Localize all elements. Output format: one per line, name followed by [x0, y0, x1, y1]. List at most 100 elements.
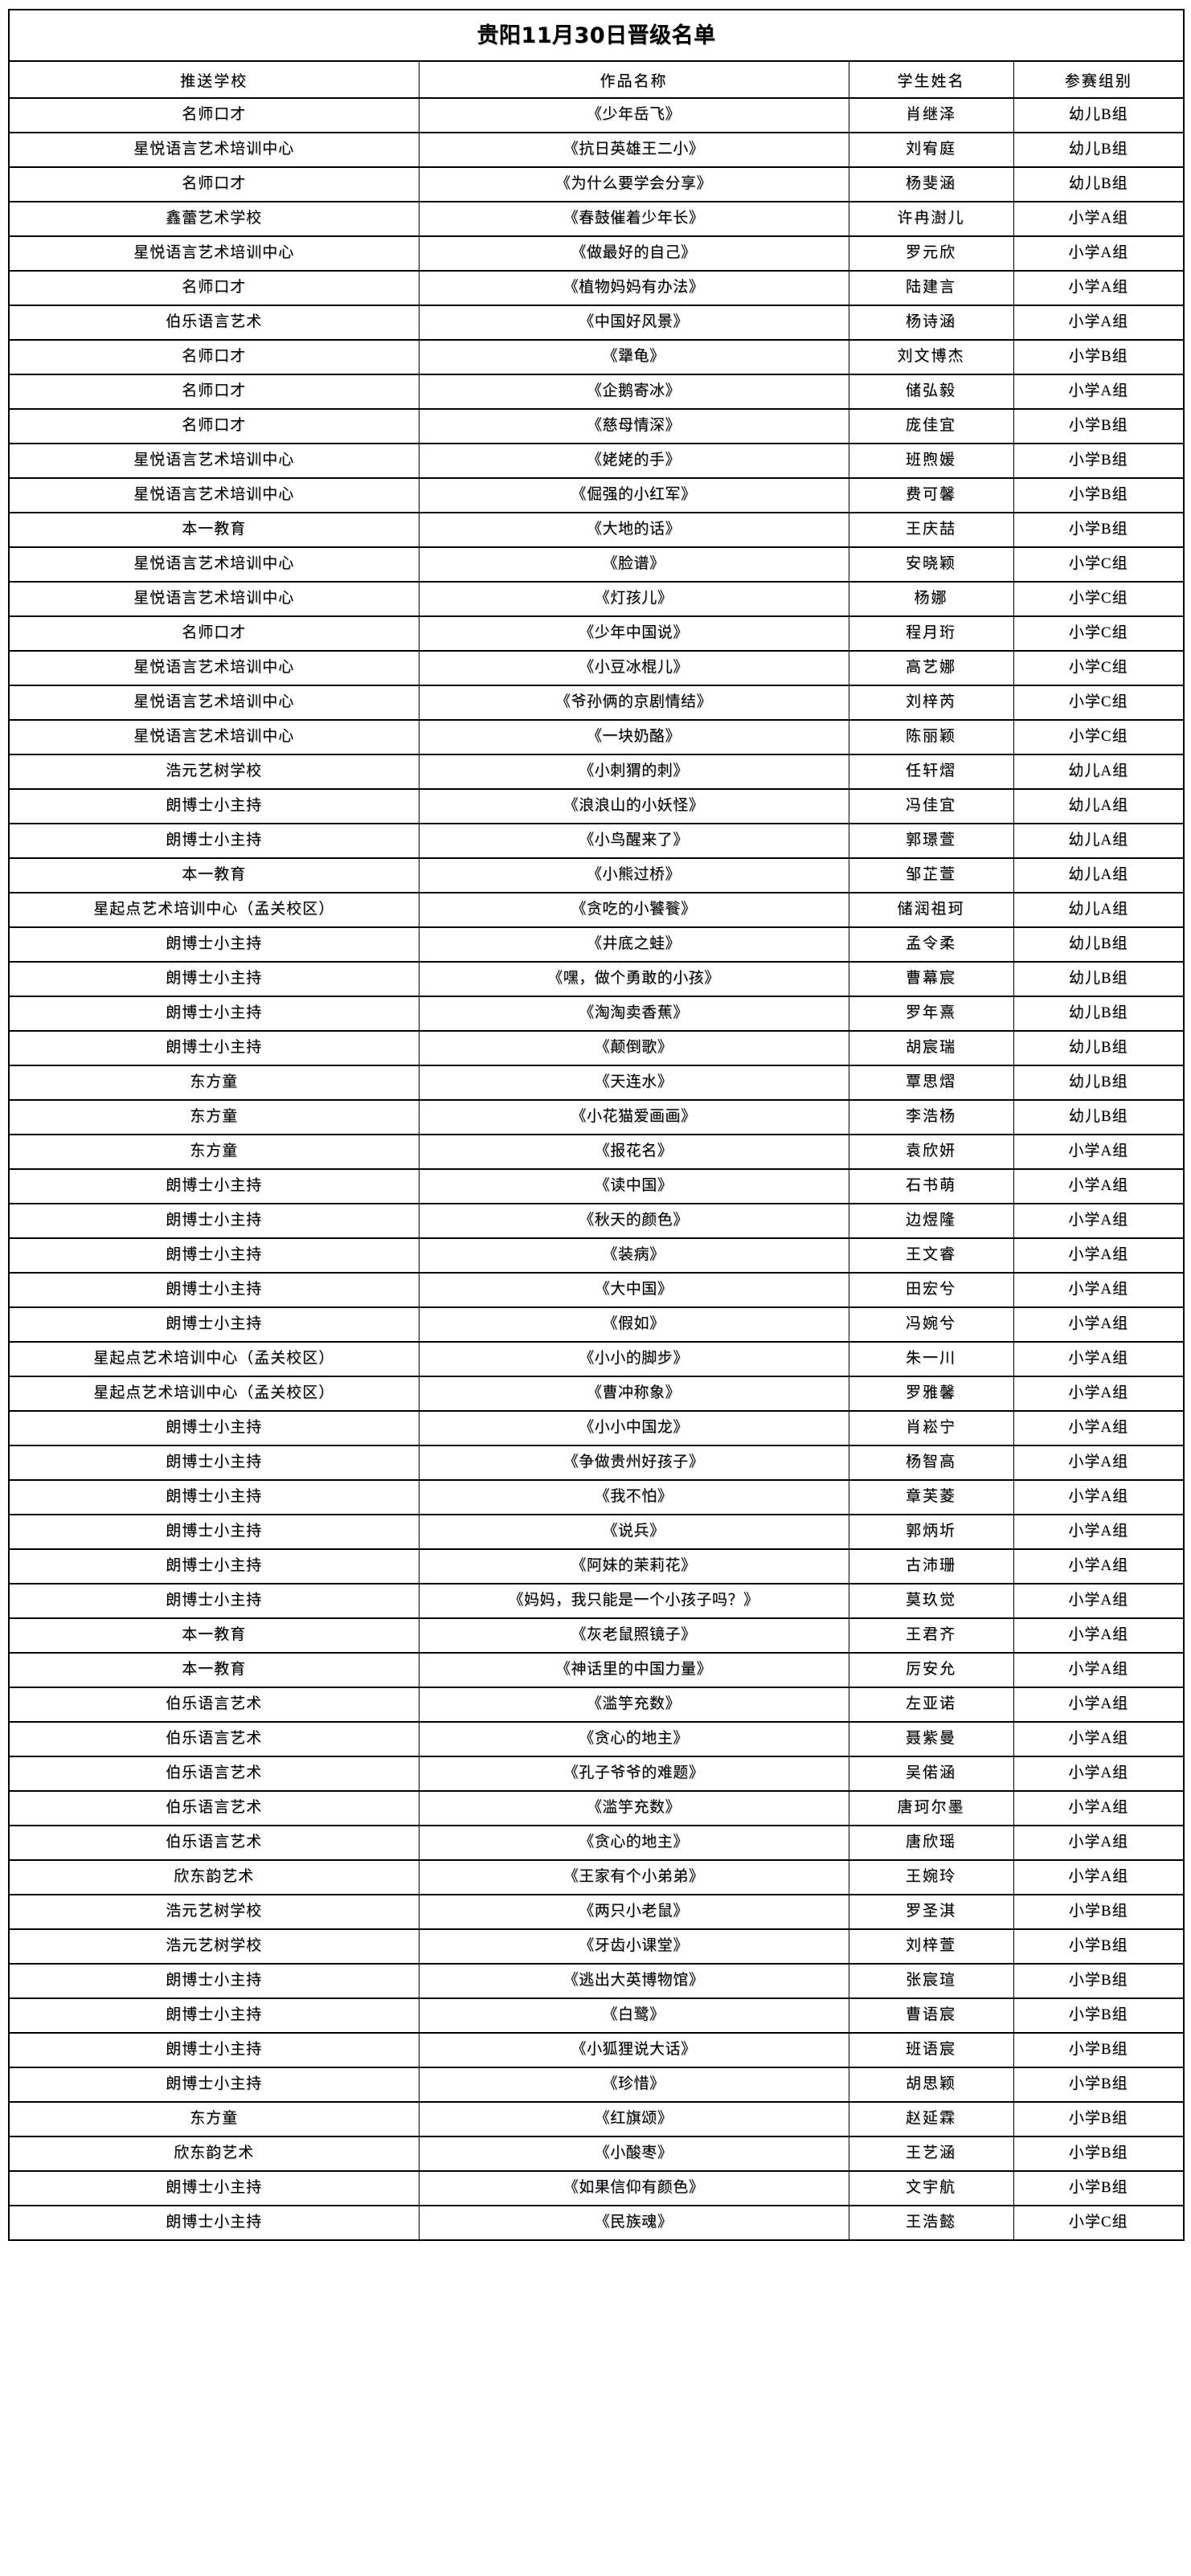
cell-work: 《一块奶酪》 [418, 719, 849, 755]
table-row: 东方童 《报花名》 袁欣妍 小学A组 [8, 1134, 1185, 1170]
cell-school: 星悦语言艺术培训中心 [8, 581, 420, 617]
cell-school: 本一教育 [8, 1652, 420, 1688]
cell-work: 《假如》 [418, 1306, 849, 1343]
cell-group: 幼儿A组 [1013, 788, 1185, 824]
cell-school: 朗博士小主持 [8, 1997, 420, 2034]
cell-group: 小学A组 [1013, 1652, 1185, 1688]
cell-work: 《嘿，做个勇敢的小孩》 [418, 961, 849, 997]
table-row: 东方童 《红旗颂》 赵延霖 小学B组 [8, 2101, 1185, 2137]
cell-work: 《滥竽充数》 [418, 1687, 849, 1723]
cell-group: 幼儿A组 [1013, 823, 1185, 859]
cell-work: 《小酸枣》 [418, 2136, 849, 2172]
cell-group: 小学A组 [1013, 1237, 1185, 1274]
cell-student: 许冉澍儿 [848, 201, 1014, 237]
cell-student: 冯佳宜 [848, 788, 1014, 824]
table-row: 朗博士小主持 《小狐狸说大话》 班语宸 小学B组 [8, 2032, 1185, 2068]
cell-work: 《贪心的地主》 [418, 1825, 849, 1861]
table-row: 星悦语言艺术培训中心 《一块奶酪》 陈丽颖 小学C组 [8, 719, 1185, 755]
cell-student: 朱一川 [848, 1341, 1014, 1377]
cell-student: 罗年熹 [848, 996, 1014, 1032]
cell-group: 小学A组 [1013, 1479, 1185, 1515]
cell-student: 王艺涵 [848, 2136, 1014, 2172]
cell-school: 伯乐语言艺术 [8, 1721, 420, 1757]
cell-school: 朗博士小主持 [8, 1410, 420, 1446]
cell-school: 东方童 [8, 1065, 420, 1101]
cell-student: 文宇航 [848, 2170, 1014, 2206]
cell-student: 陈丽颖 [848, 719, 1014, 755]
cell-student: 赵延霖 [848, 2101, 1014, 2137]
column-header-work: 作品名称 [418, 60, 849, 99]
cell-work: 《大地的话》 [418, 512, 849, 548]
table-row: 欣东韵艺术 《王家有个小弟弟》 王婉玲 小学A组 [8, 1859, 1185, 1895]
cell-school: 星悦语言艺术培训中心 [8, 443, 420, 479]
cell-work: 《井底之蛙》 [418, 926, 849, 963]
cell-group: 小学A组 [1013, 1756, 1185, 1792]
cell-work: 《大中国》 [418, 1272, 849, 1308]
cell-student: 曹幕宸 [848, 961, 1014, 997]
column-header-work-label: 作品名称 [600, 72, 668, 90]
cell-school: 朗博士小主持 [8, 1445, 420, 1481]
table-row: 浩元艺树学校 《牙齿小课堂》 刘梓萱 小学B组 [8, 1928, 1185, 1965]
cell-student: 罗雅馨 [848, 1376, 1014, 1412]
cell-school: 星起点艺术培训中心（孟关校区） [8, 1376, 420, 1412]
table-row: 伯乐语言艺术 《滥竽充数》 唐珂尔墨 小学A组 [8, 1790, 1185, 1826]
cell-student: 唐欣瑶 [848, 1825, 1014, 1861]
cell-school: 星悦语言艺术培训中心 [8, 719, 420, 755]
table-row: 星悦语言艺术培训中心 《抗日英雄王二小》 刘宥庭 幼儿B组 [8, 132, 1185, 168]
cell-work: 《倔强的小红军》 [418, 477, 849, 513]
cell-group: 小学B组 [1013, 443, 1185, 479]
cell-student: 安晓颖 [848, 546, 1014, 583]
cell-work: 《植物妈妈有办法》 [418, 270, 849, 306]
cell-school: 名师口才 [8, 408, 420, 444]
cell-work: 《秋天的颜色》 [418, 1203, 849, 1239]
cell-work: 《神话里的中国力量》 [418, 1652, 849, 1688]
table-row: 朗博士小主持 《井底之蛙》 孟令柔 幼儿B组 [8, 926, 1185, 963]
cell-group: 小学C组 [1013, 685, 1185, 721]
table-body: 贵阳11月30日晋级名单 推送学校 作品名称 学生姓名 参赛组别 名师口才 《少年… [8, 9, 1185, 2241]
column-header-student-label: 学生姓名 [897, 72, 965, 90]
table-row: 朗博士小主持 《小鸟醒来了》 郭璟萱 幼儿A组 [8, 823, 1185, 859]
cell-group: 小学A组 [1013, 270, 1185, 306]
cell-school: 本一教育 [8, 857, 420, 893]
cell-group: 幼儿B组 [1013, 166, 1185, 202]
cell-school: 朗博士小主持 [8, 2170, 420, 2206]
cell-student: 冯婉兮 [848, 1306, 1014, 1343]
cell-student: 章芙菱 [848, 1479, 1014, 1515]
cell-school: 星起点艺术培训中心（孟关校区） [8, 1341, 420, 1377]
page-title: 贵阳11月30日晋级名单 [477, 22, 716, 48]
cell-group: 小学A组 [1013, 1583, 1185, 1619]
cell-group: 幼儿A组 [1013, 857, 1185, 893]
cell-school: 朗博士小主持 [8, 1583, 420, 1619]
cell-school: 名师口才 [8, 166, 420, 202]
cell-school: 星悦语言艺术培训中心 [8, 477, 420, 513]
cell-student: 刘文博杰 [848, 339, 1014, 375]
cell-student: 覃思熠 [848, 1065, 1014, 1101]
cell-student: 莫玖觉 [848, 1583, 1014, 1619]
table-row: 伯乐语言艺术 《孔子爷爷的难题》 吴偌涵 小学A组 [8, 1756, 1185, 1792]
cell-student: 郭炳圻 [848, 1514, 1014, 1550]
cell-school: 名师口才 [8, 270, 420, 306]
cell-work: 《浪浪山的小妖怪》 [418, 788, 849, 824]
cell-student: 班语宸 [848, 2032, 1014, 2068]
table-row: 星起点艺术培训中心（孟关校区） 《小小的脚步》 朱一川 小学A组 [8, 1341, 1185, 1377]
cell-group: 幼儿B组 [1013, 961, 1185, 997]
cell-work: 《小花猫爱画画》 [418, 1099, 849, 1135]
cell-student: 杨娜 [848, 581, 1014, 617]
cell-student: 储润祖珂 [848, 892, 1014, 928]
table-row: 名师口才 《慈母情深》 庞佳宜 小学B组 [8, 408, 1185, 444]
cell-school: 欣东韵艺术 [8, 2136, 420, 2172]
cell-school: 朗博士小主持 [8, 1030, 420, 1066]
table-row: 朗博士小主持 《妈妈，我只能是一个小孩子吗？》 莫玖觉 小学A组 [8, 1583, 1185, 1619]
cell-student: 刘梓萱 [848, 1928, 1014, 1965]
cell-work: 《淘淘卖香蕉》 [418, 996, 849, 1032]
cell-group: 小学C组 [1013, 615, 1185, 652]
table-row: 朗博士小主持 《白鹭》 曹语宸 小学B组 [8, 1997, 1185, 2034]
cell-work: 《为什么要学会分享》 [418, 166, 849, 202]
cell-student: 高艺娜 [848, 650, 1014, 686]
cell-group: 小学B组 [1013, 512, 1185, 548]
cell-student: 王文睿 [848, 1237, 1014, 1274]
cell-work: 《我不怕》 [418, 1479, 849, 1515]
cell-school: 朗博士小主持 [8, 1514, 420, 1550]
cell-work: 《做最好的自己》 [418, 235, 849, 272]
column-header-group-label: 参赛组别 [1064, 72, 1132, 90]
